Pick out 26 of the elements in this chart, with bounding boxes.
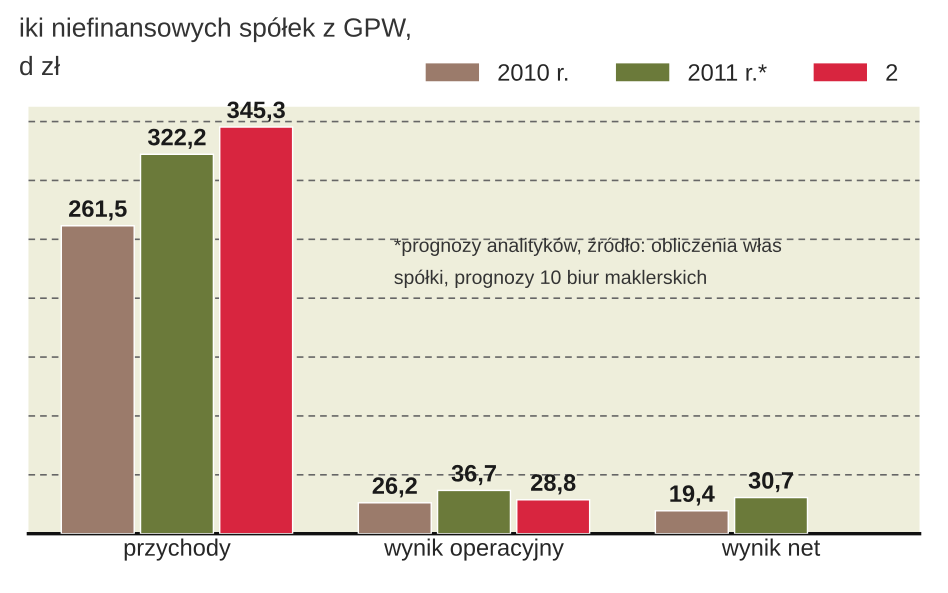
data-label: 28,8 <box>531 474 576 494</box>
bar <box>358 502 432 534</box>
annotation: spółki, prognozy 10 biur maklerskich <box>394 270 706 288</box>
data-label: 345,3 <box>227 102 285 122</box>
bar <box>60 225 135 534</box>
bar <box>219 126 294 534</box>
bar <box>516 499 590 534</box>
bar <box>734 496 808 534</box>
x-tick-label: wynik net <box>722 538 820 561</box>
annotation: *prognozy analityków, źródło: obliczenia włas <box>394 238 782 256</box>
data-label: 322,2 <box>148 128 206 149</box>
legend-label: 2011 r.* <box>688 64 767 81</box>
data-label: 19,4 <box>670 485 715 506</box>
legend-label: 2010 r. <box>498 64 568 81</box>
bar <box>654 510 729 534</box>
chart-subtitle: d zł <box>20 56 60 76</box>
chart-title: iki niefinansowych spółek z GPW, <box>20 17 410 42</box>
bar <box>140 154 214 534</box>
x-tick-label: przychody <box>124 538 231 561</box>
x-tick-label: wynik operacyjny <box>384 538 564 561</box>
bar <box>436 490 512 534</box>
data-label: 261,5 <box>69 200 127 220</box>
legend-label: 2 <box>886 64 898 81</box>
data-label: 36,7 <box>452 464 496 486</box>
data-label: 30,7 <box>748 472 793 492</box>
data-label: 26,2 <box>372 477 417 498</box>
